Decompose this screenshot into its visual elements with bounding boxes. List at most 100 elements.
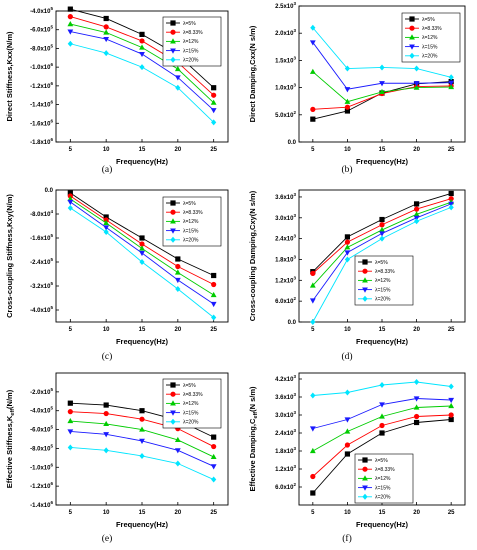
data-point: [413, 201, 420, 207]
legend-swatch-marker: [409, 16, 415, 22]
legend-label: λ=12%: [183, 219, 199, 225]
legend-label: λ=12%: [422, 35, 438, 41]
data-point: [175, 460, 181, 467]
data-point: [67, 205, 73, 211]
y-tick-label: -6.0x105: [30, 425, 53, 434]
data-point: [344, 442, 351, 448]
data-point: [139, 241, 145, 247]
data-point: [175, 263, 181, 270]
data-point: [344, 104, 351, 110]
y-tick-label: 0.0: [288, 320, 297, 326]
legend-swatch-marker: [362, 475, 368, 481]
data-point: [174, 75, 181, 81]
data-point: [379, 422, 385, 429]
y-tick-label: 0.0: [45, 188, 54, 194]
data-point: [413, 396, 420, 402]
legend-label: λ=12%: [375, 278, 391, 284]
y-tick-label: -6.0x105: [30, 25, 53, 34]
data-point: [175, 286, 181, 292]
series-line-5: [70, 447, 214, 480]
legend-label: λ=8.33%: [183, 210, 203, 216]
y-tick-label: -4.0x105: [30, 6, 53, 15]
y-tick-label: -4.0x105: [30, 305, 53, 314]
x-axis-title: Frequency(Hz): [116, 337, 169, 346]
x-tick-label: 10: [344, 327, 351, 333]
x-tick-label: 25: [210, 147, 217, 153]
panel-caption: (d): [341, 351, 352, 362]
data-point: [310, 24, 316, 31]
panel-caption: (a): [102, 164, 113, 175]
x-tick-label: 20: [413, 510, 420, 516]
y-tick-label: -1.0x106: [30, 462, 53, 471]
data-point: [344, 417, 351, 423]
legend-swatch-marker: [170, 209, 176, 215]
data-point: [103, 15, 109, 22]
data-point: [448, 416, 454, 423]
legend: λ=5% λ=8.33% λ=12% λ=15% λ=20%: [162, 378, 222, 429]
data-point: [309, 298, 316, 304]
x-axis-title: Frequency(Hz): [356, 520, 409, 529]
legend: λ=5% λ=8.33% λ=12% λ=15% λ=20%: [354, 453, 414, 504]
legend-label: λ=5%: [375, 260, 388, 266]
data-point: [310, 392, 316, 399]
legend-label: λ=20%: [422, 54, 438, 60]
data-point: [103, 402, 109, 408]
chart-panel-5: 5 10 15 20 25 -2.0x105 -4.0x105 -6.0x105 -8.0x10…: [5, 372, 229, 544]
x-tick-label: 20: [174, 327, 181, 333]
legend-swatch-marker: [362, 259, 368, 265]
data-point: [379, 430, 385, 436]
x-tick-label: 5: [311, 510, 315, 516]
legend-swatch-marker: [170, 228, 176, 234]
data-point: [413, 413, 420, 420]
data-point: [103, 24, 109, 30]
x-tick-label: 5: [311, 327, 315, 333]
y-tick-label: -1.4x106: [30, 500, 53, 509]
y-axis-title: Cross-coupling Stiffness,Kxy(N/m): [5, 194, 14, 318]
data-point: [103, 447, 109, 454]
y-tick-label: 1.2x103: [275, 464, 296, 473]
data-point: [448, 74, 454, 81]
legend-label: λ=15%: [375, 485, 391, 491]
data-point: [67, 444, 73, 451]
chart-panel-4: 5 10 15 20 25 0.0 6.0x102 1.2x103 1.8x103 2.4x103…: [248, 189, 466, 362]
x-axis-title: Frequency(Hz): [356, 337, 409, 346]
x-tick-label: 5: [311, 147, 315, 153]
data-point: [344, 250, 351, 256]
data-point: [448, 204, 454, 211]
x-tick-label: 20: [413, 147, 420, 153]
data-point: [139, 416, 145, 422]
legend-label: λ=12%: [375, 476, 391, 482]
y-tick-label: -3.2x105: [30, 281, 53, 290]
data-point: [344, 108, 351, 114]
legend-swatch-marker: [362, 493, 368, 500]
y-tick-label: 0.0: [288, 140, 297, 146]
y-tick-label: -8.0x105: [30, 43, 53, 52]
legend: λ=5% λ=8.33% λ=12% λ=15% λ=20%: [354, 255, 414, 306]
y-axis-title: Direct Stiffness,Kxx(N/m): [5, 31, 14, 122]
data-point: [448, 397, 455, 404]
data-point: [174, 269, 181, 275]
legend-label: λ=20%: [183, 420, 199, 426]
data-point: [67, 400, 73, 406]
legend: λ=5% λ=8.33% λ=12% λ=15% λ=20%: [162, 16, 222, 67]
data-point: [139, 426, 145, 432]
legend-swatch-marker: [170, 418, 176, 425]
data-point: [174, 65, 181, 72]
y-tick-label: 6.0x102: [275, 296, 296, 305]
legend-label: λ=15%: [183, 48, 199, 54]
data-point: [448, 383, 454, 390]
data-point: [139, 64, 145, 71]
y-tick-label: 2.5x103: [275, 1, 296, 10]
x-tick-label: 10: [344, 510, 351, 516]
panel-caption: (f): [342, 533, 352, 544]
data-point: [67, 195, 74, 202]
legend-swatch-marker: [170, 382, 176, 388]
x-axis-title: Frequency(Hz): [116, 520, 169, 529]
data-point: [344, 256, 351, 263]
x-tick-label: 5: [69, 327, 73, 333]
x-tick-label: 20: [174, 147, 181, 153]
legend-label: λ=15%: [422, 44, 438, 50]
legend-label: λ=12%: [183, 401, 199, 407]
legend-label: λ=5%: [375, 458, 388, 464]
data-point: [379, 88, 385, 95]
